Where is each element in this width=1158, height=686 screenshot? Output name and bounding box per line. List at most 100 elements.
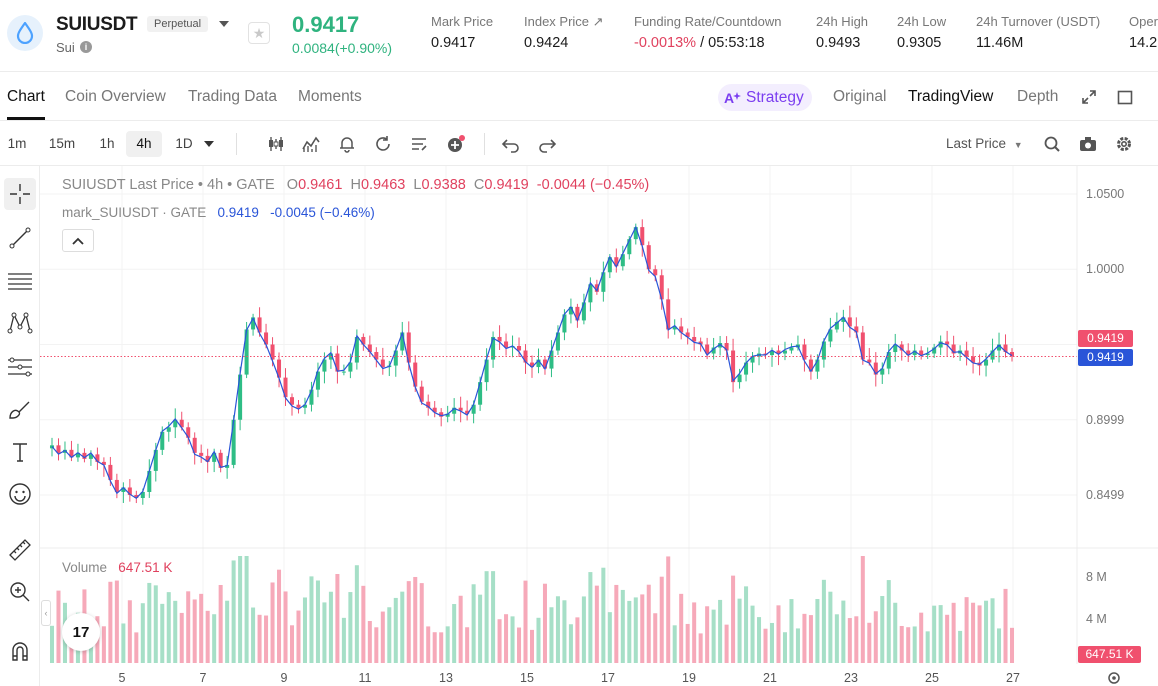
volume-bar: [309, 576, 314, 663]
interval-4h[interactable]: 4h: [126, 131, 162, 157]
candle: [335, 345, 340, 384]
candle: [426, 394, 431, 416]
collapse-toolbar-handle[interactable]: ‹: [41, 600, 51, 626]
volume-bar: [828, 591, 833, 663]
interval-1d[interactable]: 1D: [175, 136, 193, 151]
volume-bar: [821, 579, 826, 663]
volume-bar: [374, 627, 379, 663]
fib-retracement-tool-icon[interactable]: [4, 351, 36, 383]
sui-coin-icon[interactable]: [7, 15, 43, 51]
stat-open-interest: Oper 14.2: [1129, 14, 1158, 51]
volume-bar: [666, 556, 671, 663]
popout-window-icon[interactable]: [1116, 88, 1134, 106]
volume-bar: [549, 607, 554, 663]
zoom-in-icon[interactable]: [4, 576, 36, 608]
volume-bar: [147, 582, 152, 663]
info-icon[interactable]: i: [80, 41, 92, 53]
chevron-down-icon[interactable]: [219, 21, 229, 27]
tab-chart[interactable]: Chart: [7, 88, 45, 105]
indicators-icon[interactable]: [301, 134, 321, 154]
emoji-tool-icon[interactable]: [4, 478, 36, 510]
redo-icon[interactable]: [537, 134, 557, 154]
candle: [1009, 348, 1015, 362]
tab-coin-overview[interactable]: Coin Overview: [65, 88, 166, 105]
volume-bar: [1003, 588, 1008, 663]
candle: [575, 303, 580, 328]
volume-bar: [497, 619, 502, 663]
candle: [776, 345, 781, 366]
favorite-star-icon[interactable]: ★: [248, 22, 270, 44]
candle: [400, 321, 405, 356]
candle: [322, 352, 327, 384]
camera-icon[interactable]: [1078, 134, 1098, 154]
crosshair-tool-icon[interactable]: [4, 178, 36, 210]
volume-bar: [283, 591, 288, 663]
candle: [880, 362, 885, 384]
volume-bar: [659, 576, 664, 663]
search-icon[interactable]: [1042, 134, 1062, 154]
volume-bar: [757, 617, 762, 663]
tab-trading-data[interactable]: Trading Data: [188, 88, 278, 105]
volume-bar: [153, 585, 158, 663]
fullscreen-icon[interactable]: [1080, 88, 1098, 106]
candle: [731, 338, 736, 393]
last-price: 0.9417: [292, 12, 360, 37]
volume-bar: [478, 594, 483, 663]
tradingview-logo[interactable]: 17: [62, 613, 100, 651]
candle: [296, 400, 301, 414]
candle-type-icon[interactable]: [266, 134, 286, 154]
strategy-button[interactable]: A Strategy: [718, 84, 812, 111]
ohlc-close: 0.9419: [484, 177, 529, 193]
volume-bar: [886, 580, 891, 663]
replay-icon[interactable]: [373, 134, 393, 154]
volume-bar: [685, 623, 690, 663]
gear-icon[interactable]: [1114, 134, 1134, 154]
last-price-tag: 0.9419: [1078, 330, 1133, 347]
candle: [523, 344, 528, 374]
price-type-select[interactable]: Last Price ▼: [946, 136, 1023, 151]
alert-bell-icon[interactable]: [337, 134, 357, 154]
volume-bar: [387, 607, 392, 663]
stat-index-price[interactable]: Index Price ↗ 0.9424: [524, 14, 604, 51]
trend-line-tool-icon[interactable]: [4, 222, 36, 254]
magnet-icon[interactable]: [4, 636, 36, 668]
add-plugin-icon[interactable]: [446, 134, 466, 154]
candle: [938, 335, 943, 356]
volume-bar: [880, 596, 885, 663]
candle: [614, 248, 619, 273]
text-tool-icon[interactable]: [4, 436, 36, 468]
brush-tool-icon[interactable]: [4, 394, 36, 426]
funding-rate-value: -0.0013%: [634, 35, 697, 51]
chart-settings-icon[interactable]: [1106, 670, 1122, 686]
interval-15m[interactable]: 15m: [48, 136, 76, 151]
price-type-label: Last Price: [946, 136, 1007, 151]
candle: [705, 337, 710, 360]
view-tradingview[interactable]: TradingView: [908, 88, 994, 105]
undo-icon[interactable]: [501, 134, 521, 154]
volume-bar: [581, 596, 586, 663]
candle: [147, 459, 152, 498]
candle: [439, 408, 444, 427]
horizontal-lines-tool-icon[interactable]: [4, 265, 36, 297]
volume-bar: [458, 595, 463, 663]
interval-1h[interactable]: 1h: [99, 136, 115, 151]
view-depth[interactable]: Depth: [1017, 88, 1059, 105]
x-tick-label: 17: [601, 671, 615, 685]
stat-label: 24h Low: [897, 14, 947, 29]
templates-icon[interactable]: [409, 134, 429, 154]
candle: [873, 352, 878, 387]
chevron-down-icon[interactable]: [202, 137, 216, 151]
candle: [666, 288, 671, 339]
pattern-tool-icon[interactable]: [4, 307, 36, 339]
volume-bar: [121, 623, 126, 663]
view-original[interactable]: Original: [833, 88, 887, 105]
ruler-tool-icon[interactable]: [4, 534, 36, 566]
tab-moments[interactable]: Moments: [298, 88, 362, 105]
x-tick-label: 7: [199, 671, 207, 685]
contract-type-badge: Perpetual: [147, 16, 209, 32]
interval-1m[interactable]: 1m: [7, 136, 27, 151]
collapse-legend-button[interactable]: [62, 229, 94, 252]
symbol-name[interactable]: SUIUSDT: [56, 14, 138, 35]
volume-bar: [302, 597, 307, 663]
